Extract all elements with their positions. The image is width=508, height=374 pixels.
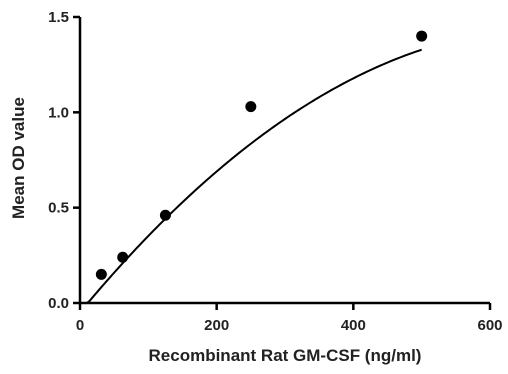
x-ticks: 0 200 400 600 xyxy=(76,303,503,334)
y-tick-label: 0.5 xyxy=(48,200,69,217)
x-tick-label: 200 xyxy=(204,317,229,334)
x-tick-label: 600 xyxy=(477,317,502,334)
x-axis-title: Recombinant Rat GM-CSF (ng/ml) xyxy=(149,346,422,365)
axes xyxy=(78,17,490,305)
fit-curve xyxy=(86,48,422,304)
data-point xyxy=(159,209,171,221)
y-ticks: 0.0 0.5 1.0 1.5 xyxy=(48,9,80,312)
data-point xyxy=(117,251,129,263)
y-tick-label: 1.0 xyxy=(48,104,69,121)
x-tick-label: 0 xyxy=(76,317,84,334)
data-point xyxy=(245,101,257,113)
data-point xyxy=(95,268,107,280)
fit-curve-layer xyxy=(86,48,422,304)
x-tick-label: 400 xyxy=(341,317,366,334)
y-tick-label: 0.0 xyxy=(48,295,69,312)
data-points xyxy=(95,30,428,280)
data-point xyxy=(416,30,428,42)
y-axis-title: Mean OD value xyxy=(9,97,28,219)
y-tick-label: 1.5 xyxy=(48,9,69,26)
